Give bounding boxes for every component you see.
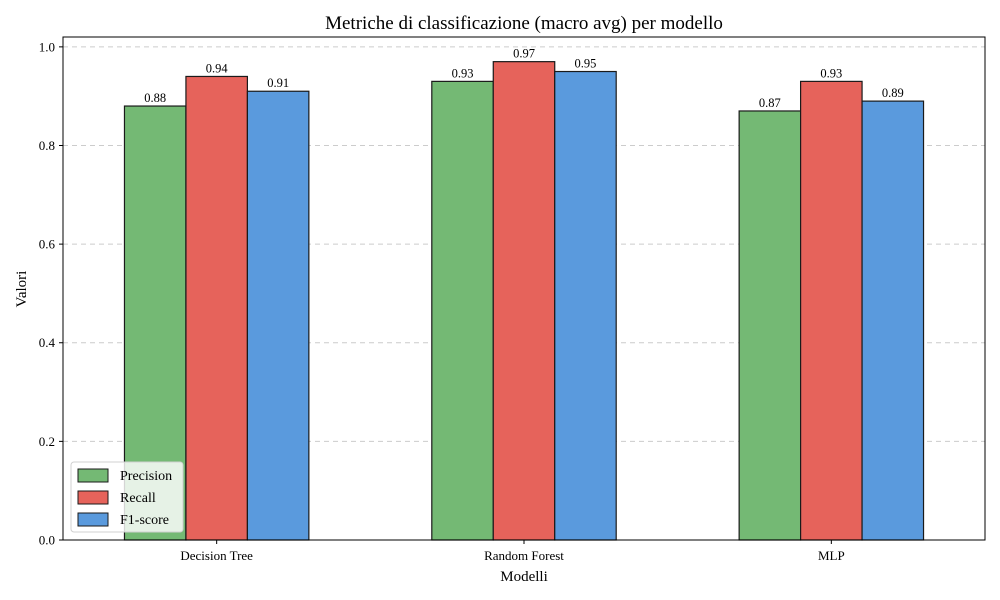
bar-precision [431,80,494,541]
bar-value-label: 0.88 [144,91,166,105]
chart-title: Metriche di classificazione (macro avg) … [325,13,723,34]
legend-swatch [77,468,109,483]
bar-value-label: 0.94 [206,61,229,75]
x-axis-ticks: Decision Tree Random Forest MLP [180,540,845,563]
legend-label: Recall [120,491,156,506]
legend-label: F1-score [120,513,169,528]
bar-value-label: 0.97 [513,47,535,61]
bar-precision [738,110,802,541]
x-tick-label: MLP [818,548,845,563]
bar-value-label: 0.95 [575,57,597,71]
legend-swatch [77,512,109,527]
bar-f1-score [246,90,310,541]
bar-recall [799,80,863,541]
x-axis-label: Modelli [500,569,548,585]
y-axis-label: Valori [14,271,30,308]
data-labels: 0.88 0.94 0.91 0.93 0.97 0.95 0.87 0.93 0.89 [144,47,903,110]
y-tick-label: 0.4 [39,335,56,350]
y-tick-label: 0.6 [39,237,56,252]
bar-f1-score [861,100,925,541]
bar-value-label: 0.93 [452,66,474,80]
bar-value-label: 0.93 [820,66,842,80]
legend-swatch [77,490,109,505]
y-tick-label: 0.0 [39,533,55,548]
y-tick-label: 0.2 [39,434,55,449]
bar-recall [492,61,556,541]
y-axis-ticks: 0.0 0.2 0.4 0.6 0.8 1.0 [39,39,63,548]
y-tick-label: 0.8 [39,138,55,153]
bars [123,61,925,541]
legend-label: Precision [120,469,172,484]
x-tick-label: Random Forest [484,548,564,563]
bar-value-label: 0.87 [759,96,781,110]
bar-recall [185,75,249,541]
bar-value-label: 0.89 [882,86,904,100]
y-tick-label: 1.0 [39,39,55,54]
x-tick-label: Decision Tree [180,548,253,563]
bar-value-label: 0.91 [267,76,289,90]
bar-f1-score [554,70,617,541]
chart-legend: Precision Recall F1-score [70,461,184,533]
